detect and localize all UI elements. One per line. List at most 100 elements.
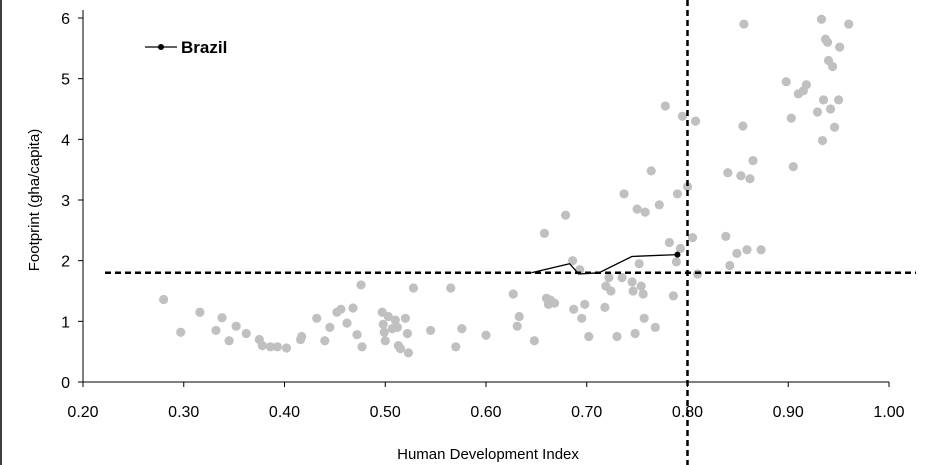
country-point [569, 304, 579, 314]
y-tick-label: 5 [61, 72, 70, 89]
country-point [380, 336, 390, 346]
country-point [781, 77, 791, 87]
country-point [425, 325, 436, 336]
country-point [660, 101, 670, 111]
country-point [325, 322, 335, 332]
brazil-point [674, 251, 681, 258]
country-point [356, 280, 366, 290]
country-point [822, 37, 833, 47]
country-point [672, 189, 683, 199]
country-point [402, 328, 413, 339]
country-point [723, 168, 733, 178]
brazil-line [531, 253, 678, 275]
country-point [378, 319, 388, 329]
country-point [756, 245, 766, 255]
country-point [630, 328, 640, 339]
country-point [739, 19, 749, 29]
y-tick-label: 4 [61, 132, 70, 149]
country-point [257, 341, 267, 351]
x-tick-label: 0.90 [773, 404, 804, 421]
y-axis-ticks: 0 1 2 3 4 5 6 [61, 11, 83, 392]
x-tick-label: 0.20 [67, 404, 98, 421]
country-point [195, 307, 205, 317]
country-point [403, 348, 414, 358]
country-point [682, 182, 693, 192]
country-point [390, 315, 400, 325]
country-point [835, 42, 845, 52]
country-point [281, 343, 292, 353]
country-point [725, 260, 735, 271]
x-axis-ticks: 0.20 0.30 0.40 0.50 0.60 0.70 0.80 0.90 1.00 [67, 382, 905, 421]
country-point [336, 304, 346, 314]
country-point [664, 237, 674, 248]
country-point [738, 121, 748, 131]
country-point [816, 14, 827, 24]
country-point [829, 122, 840, 132]
country-point [446, 283, 456, 293]
country-point [812, 107, 823, 117]
country-point [241, 328, 251, 339]
country-point [600, 302, 610, 312]
country-point [675, 243, 686, 254]
x-tick-label: 0.70 [571, 404, 602, 421]
x-axis-title: Human Development Index [397, 446, 579, 463]
country-point [224, 336, 234, 346]
country-point [788, 162, 798, 172]
country-point [392, 322, 402, 332]
country-point [650, 322, 660, 332]
country-point [408, 283, 419, 293]
country-point [580, 299, 590, 309]
x-tick-label: 0.30 [168, 404, 199, 421]
country-point [568, 256, 578, 266]
country-point [745, 174, 755, 184]
country-point [844, 19, 854, 29]
country-point [801, 80, 811, 90]
country-point [272, 342, 283, 352]
country-point [512, 321, 522, 331]
country-point [265, 342, 275, 352]
country-point [604, 273, 614, 283]
country-point [612, 331, 622, 342]
brazil-series [531, 251, 681, 275]
country-point [549, 298, 560, 308]
x-tick-label: 0.80 [672, 404, 703, 421]
country-point [748, 155, 758, 166]
country-point [628, 286, 638, 296]
country-point [646, 166, 656, 176]
country-point [687, 233, 698, 243]
country-point [395, 344, 405, 354]
y-tick-label: 0 [61, 375, 70, 392]
country-point [357, 342, 367, 352]
y-tick-label: 1 [61, 314, 70, 331]
y-tick-label: 3 [61, 193, 70, 210]
country-point [451, 342, 461, 352]
x-tick-label: 0.60 [470, 404, 501, 421]
country-point [606, 286, 616, 296]
country-point [617, 273, 627, 283]
country-point [514, 311, 524, 322]
country-point [827, 61, 838, 72]
country-point [508, 289, 518, 299]
country-point [639, 313, 649, 323]
country-point [577, 313, 587, 323]
country-point [529, 336, 539, 346]
country-point [211, 325, 221, 336]
country-point [584, 331, 594, 342]
country-point [636, 281, 646, 291]
country-point [383, 311, 393, 322]
legend-label-brazil: Brazil [181, 38, 227, 57]
country-point [312, 313, 322, 323]
country-point [677, 111, 688, 121]
country-point [379, 327, 389, 337]
y-axis-title: Footprint (gha/capita) [26, 129, 43, 272]
country-point [818, 95, 829, 105]
country-point [627, 277, 637, 287]
country-point [732, 248, 742, 258]
country-point [159, 294, 169, 305]
country-points [159, 14, 854, 358]
country-point [786, 113, 796, 123]
country-point [560, 210, 571, 220]
y-tick-label: 2 [61, 254, 70, 271]
